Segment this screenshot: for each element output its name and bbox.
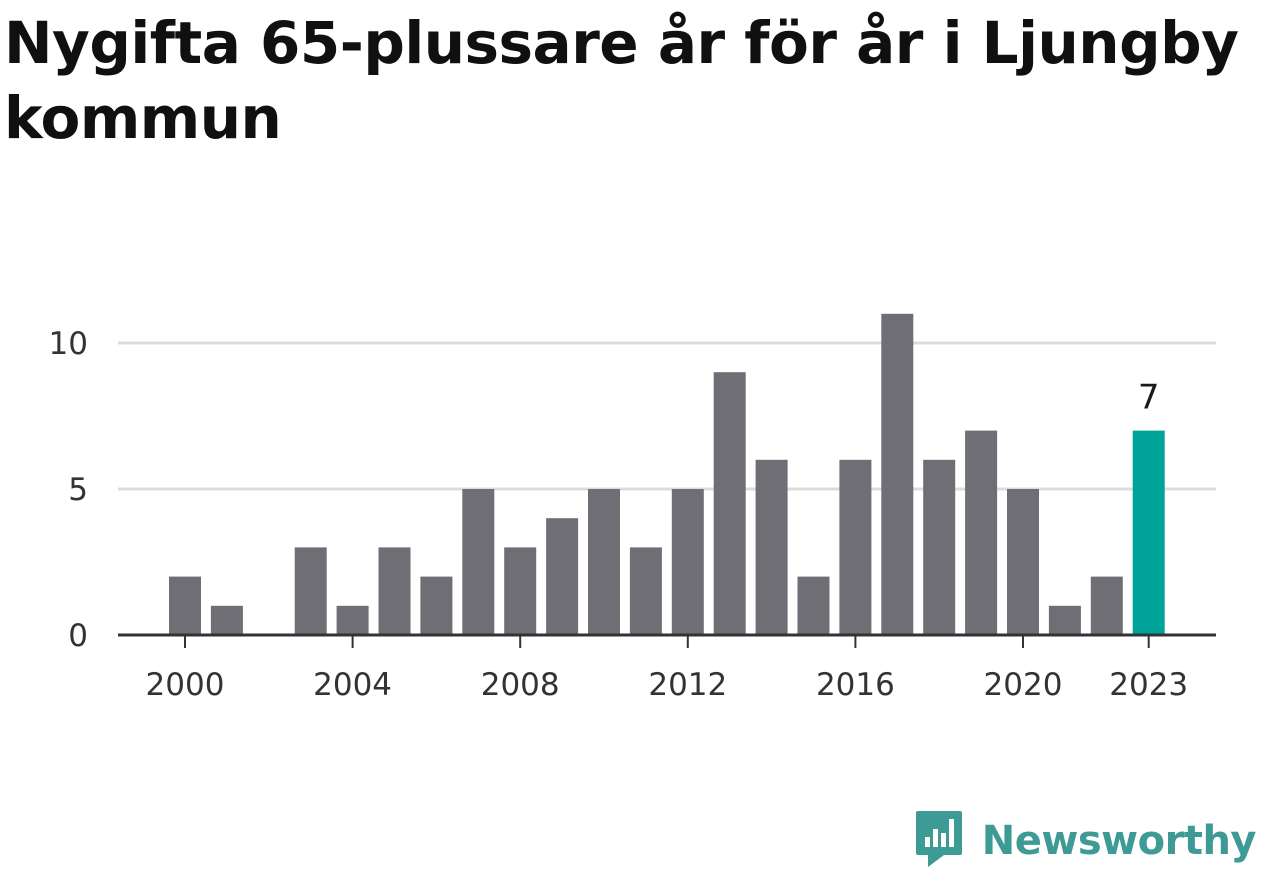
bar [713,372,746,635]
y-tick-label: 5 [68,472,88,508]
bar [881,313,914,635]
data-label: 7 [1138,378,1160,418]
bar [629,547,662,635]
bar [504,547,537,635]
x-tick-label: 2016 [816,667,895,703]
x-tick-label: 2000 [146,667,225,703]
bar [923,459,956,635]
brand: Newsworthy [914,809,1257,873]
bar [378,547,411,635]
bar [965,430,998,635]
bar [546,518,579,635]
chart-title: Nygifta 65-plussare år för år i Ljungby … [4,9,1239,152]
bar [671,489,704,635]
brand-name: Newsworthy [981,818,1257,864]
bar [1090,576,1123,635]
bar [1048,605,1081,635]
bar [1007,489,1039,635]
x-tick-label: 2020 [984,667,1063,703]
bar [462,489,495,635]
x-tick-label: 2004 [313,667,392,703]
bar [755,459,788,635]
bar [210,605,243,635]
bar [294,547,327,635]
x-tick-label: 2012 [648,667,727,703]
newsworthy-logo-icon [914,809,964,873]
bar-highlight [1132,430,1165,635]
bar [839,459,872,635]
bar [797,576,830,635]
y-tick-label: 10 [49,326,88,362]
bar [169,576,201,635]
bar [336,605,369,635]
y-tick-label: 0 [68,618,88,654]
bar [420,576,453,635]
bar [588,489,620,635]
x-tick-label: 2023 [1109,667,1188,703]
x-tick-label: 2008 [481,667,560,703]
